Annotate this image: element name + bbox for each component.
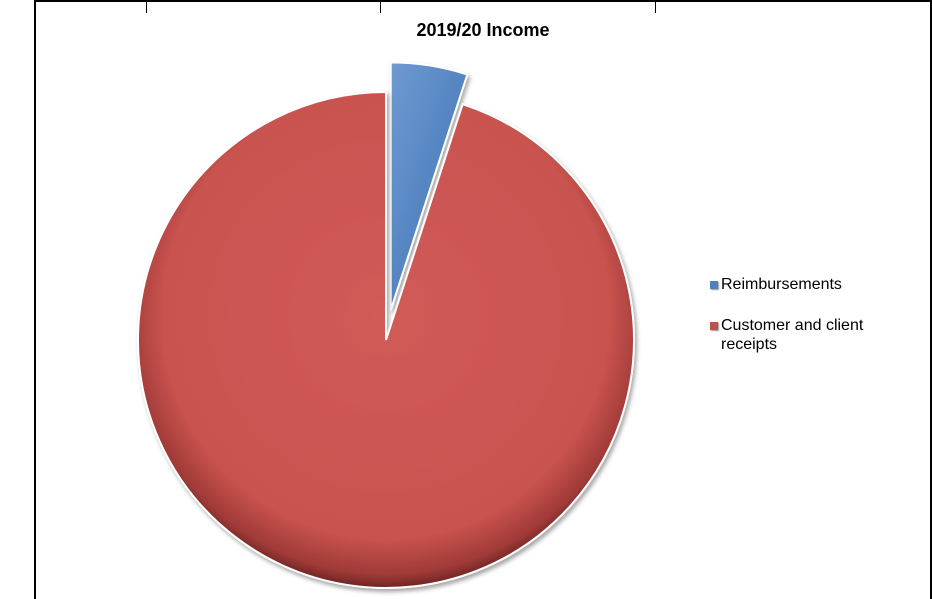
pie-slice-customer-and-client-receipts <box>138 92 634 588</box>
legend-swatch <box>710 281 718 289</box>
legend-swatch <box>710 322 718 330</box>
legend-label: Reimbursements <box>721 275 842 294</box>
legend-label: Customer and client receipts <box>721 316 920 354</box>
legend-item: Reimbursements <box>710 275 920 294</box>
legend-item: Customer and client receipts <box>710 316 920 354</box>
chart-legend: Reimbursements Customer and client receip… <box>710 275 920 376</box>
